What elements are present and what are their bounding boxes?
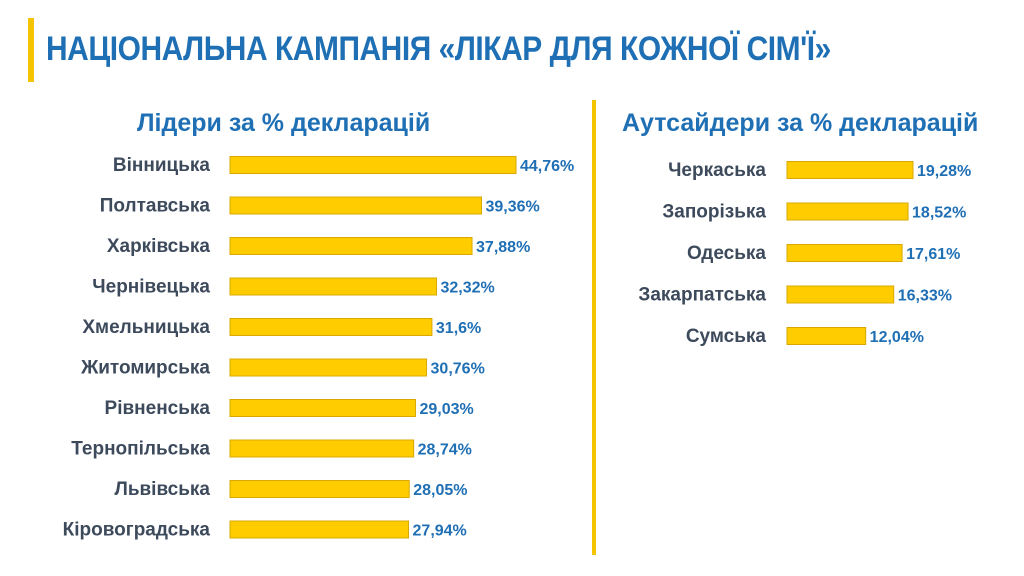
category-label: Львівська — [114, 479, 210, 500]
category-label: Запорізька — [662, 202, 766, 223]
value-label: 39,36% — [485, 199, 539, 216]
outsiders-chart-title: Аутсайдери за % декларацій — [622, 109, 979, 137]
value-label: 18,52% — [912, 205, 966, 222]
value-label: 31,6% — [436, 320, 481, 337]
bar — [229, 156, 517, 174]
bar — [229, 399, 416, 417]
category-label: Сумська — [686, 326, 767, 347]
value-label: 16,33% — [898, 288, 952, 305]
value-label: 32,32% — [441, 280, 495, 297]
bar — [229, 237, 473, 255]
category-label: Тернопільська — [71, 439, 210, 460]
category-label: Житомирська — [80, 358, 210, 379]
value-label: 17,61% — [906, 246, 960, 263]
category-label: Рівненська — [105, 398, 211, 419]
category-label: Одеська — [687, 243, 766, 264]
category-label: Закарпатська — [638, 285, 766, 306]
bar — [786, 244, 903, 262]
category-label: Черкаська — [668, 160, 766, 181]
value-label: 29,03% — [419, 401, 473, 418]
category-label: Чернівецька — [92, 277, 210, 298]
bar — [786, 161, 914, 179]
page-title: НАЦІОНАЛЬНА КАМПАНІЯ «ЛІКАР ДЛЯ КОЖНОЇ С… — [46, 30, 831, 68]
value-label: 12,04% — [870, 329, 924, 346]
bar — [786, 285, 895, 304]
title-accent-bar — [28, 18, 34, 82]
category-label: Полтавська — [100, 196, 211, 217]
value-label: 30,76% — [431, 361, 485, 378]
category-label: Харківська — [107, 236, 211, 257]
bar — [786, 202, 909, 221]
bar — [229, 358, 428, 377]
category-label: Кіровоградська — [63, 520, 211, 541]
bar — [229, 277, 438, 296]
bar — [229, 318, 433, 336]
bar — [229, 520, 410, 539]
leaders-chart-title: Лідери за % декларацій — [137, 109, 431, 137]
bar — [229, 196, 482, 215]
value-label: 28,74% — [418, 442, 472, 459]
value-label: 37,88% — [476, 239, 530, 256]
bar — [229, 439, 415, 458]
column-divider — [592, 100, 596, 555]
category-label: Хмельницька — [82, 317, 210, 338]
category-label: Вінницька — [113, 155, 211, 176]
bar — [229, 480, 410, 498]
value-label: 19,28% — [917, 163, 971, 180]
bar — [786, 327, 867, 345]
value-label: 44,76% — [520, 158, 574, 175]
value-label: 27,94% — [413, 523, 467, 540]
value-label: 28,05% — [413, 482, 467, 499]
